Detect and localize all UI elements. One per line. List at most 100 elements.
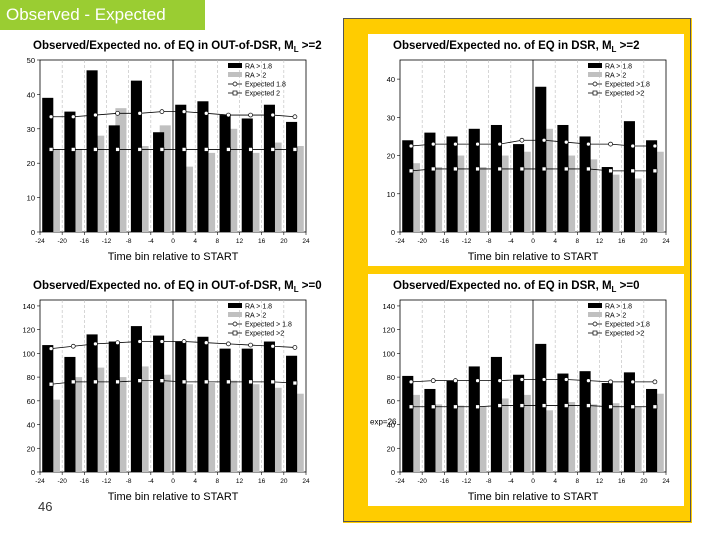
bar-ra-gt-2 bbox=[408, 163, 420, 232]
x-axis-label: Time bin relative to START bbox=[108, 491, 239, 503]
x-tick-label: -8 bbox=[126, 238, 132, 245]
x-tick-label: 16 bbox=[618, 478, 626, 485]
bar-ra-gt-2 bbox=[270, 142, 282, 232]
bar-ra-gt-1-8 bbox=[130, 326, 142, 472]
expected-2-point bbox=[586, 166, 591, 172]
expected-2-point bbox=[137, 147, 143, 152]
expected-1-8-point bbox=[181, 339, 187, 344]
bar-ra-gt-2 bbox=[564, 155, 576, 232]
bar-ra-gt-2 bbox=[226, 128, 238, 232]
x-tick-label: 8 bbox=[576, 238, 580, 245]
legend-label: Expected >1.8 bbox=[605, 82, 650, 89]
expected-1-8-point bbox=[497, 378, 503, 384]
y-tick-label: 10 bbox=[27, 194, 35, 203]
chart-annotation: exp=26 bbox=[370, 418, 397, 427]
x-tick-label: -12 bbox=[462, 478, 472, 485]
expected-1-8-point bbox=[586, 378, 591, 384]
x-tick-label: -16 bbox=[440, 238, 450, 245]
expected-2-point bbox=[497, 166, 503, 172]
expected-2-point bbox=[563, 166, 569, 172]
x-tick-label: -24 bbox=[395, 238, 405, 245]
expected-1-8-point bbox=[541, 137, 547, 143]
y-tick-label: 100 bbox=[22, 349, 35, 358]
bar-ra-gt-2 bbox=[541, 410, 553, 472]
expected-1-8-point bbox=[586, 141, 591, 147]
bar-ra-gt-1-8 bbox=[513, 144, 525, 232]
legend-label: RA > 2 bbox=[245, 73, 266, 80]
bar-ra-gt-2 bbox=[586, 159, 598, 232]
x-tick-label: 4 bbox=[193, 478, 197, 485]
legend-label: Expected 1.8 bbox=[245, 82, 286, 89]
bar-ra-gt-1-8 bbox=[646, 140, 658, 232]
chart-title-main: Observed/Expected no. of EQ in OUT-of-DS… bbox=[33, 280, 294, 292]
legend-swatch-black bbox=[588, 303, 602, 308]
legend-swatch-gray bbox=[588, 72, 602, 77]
bar-ra-gt-1-8 bbox=[219, 115, 231, 232]
expected-2-point bbox=[608, 168, 613, 174]
chart-title-tail: >=2 bbox=[616, 40, 639, 52]
expected-1-8-point bbox=[608, 379, 613, 385]
bar-ra-gt-2 bbox=[475, 406, 487, 472]
x-tick-label: -12 bbox=[102, 238, 112, 245]
x-tick-label: 0 bbox=[531, 478, 535, 485]
bar-ra-gt-2 bbox=[48, 399, 60, 472]
expected-2-point bbox=[519, 166, 525, 172]
bar-ra-gt-1-8 bbox=[175, 341, 187, 472]
bar-ra-gt-2 bbox=[292, 146, 304, 232]
chart-title-tail: >=0 bbox=[299, 280, 322, 292]
x-tick-label: 8 bbox=[576, 478, 580, 485]
bar-ra-gt-1-8 bbox=[263, 341, 275, 472]
legend-label: Expected >2 bbox=[605, 331, 644, 338]
expected-2-point bbox=[226, 147, 231, 152]
bar-ra-gt-1-8 bbox=[197, 336, 209, 472]
x-tick-label: -4 bbox=[508, 478, 514, 485]
expected-1-8-point bbox=[292, 114, 298, 120]
y-tick-label: 0 bbox=[31, 228, 35, 237]
x-tick-label: -20 bbox=[417, 478, 427, 485]
x-tick-label: 24 bbox=[662, 478, 670, 485]
y-tick-label: 40 bbox=[387, 421, 395, 430]
x-tick-label: -24 bbox=[395, 478, 405, 485]
legend-marker-square bbox=[232, 330, 238, 336]
expected-1-8-point bbox=[541, 377, 547, 382]
bar-ra-gt-1-8 bbox=[197, 101, 209, 232]
y-tick-label: 50 bbox=[27, 56, 35, 65]
expected-2-line bbox=[51, 380, 295, 385]
x-tick-label: -24 bbox=[35, 478, 45, 485]
chart-title-tail: >=0 bbox=[616, 280, 639, 292]
bar-ra-gt-2 bbox=[630, 406, 642, 472]
bar-ra-gt-1-8 bbox=[64, 356, 76, 472]
chart-title: Observed/Expected no. of EQ in DSR, ML >… bbox=[393, 40, 639, 54]
bar-ra-gt-1-8 bbox=[153, 335, 165, 472]
legend-label: Expected >2 bbox=[605, 91, 644, 98]
bar-ra-gt-2 bbox=[497, 155, 509, 232]
chart-title-main: Observed/Expected no. of EQ in DSR, M bbox=[393, 280, 612, 292]
bar-ra-gt-1-8 bbox=[535, 343, 547, 472]
expected-1-8-point bbox=[159, 339, 165, 344]
bar-ra-gt-2 bbox=[541, 128, 553, 232]
bar-ra-gt-1-8 bbox=[424, 132, 436, 232]
legend-label: RA > 1.8 bbox=[245, 64, 272, 71]
expected-2-point bbox=[115, 379, 120, 385]
bar-ra-gt-1-8 bbox=[490, 124, 502, 232]
bar-ra-gt-1-8 bbox=[108, 341, 120, 472]
slide-title: Observed - Expected bbox=[0, 0, 205, 30]
y-tick-label: 80 bbox=[27, 373, 35, 382]
bar-ra-gt-1-8 bbox=[579, 371, 591, 472]
expected-2-point bbox=[203, 147, 209, 152]
legend-marker-circle bbox=[592, 81, 598, 87]
bar-ra-gt-1-8 bbox=[64, 111, 76, 232]
legend-marker-square bbox=[592, 330, 598, 336]
expected-1-8-point bbox=[159, 109, 165, 114]
x-tick-label: -24 bbox=[35, 238, 45, 245]
x-tick-label: 16 bbox=[258, 478, 266, 485]
expected-1-8-point bbox=[630, 143, 636, 149]
expected-1-8-point bbox=[248, 112, 253, 118]
y-tick-label: 60 bbox=[27, 397, 35, 406]
bar-ra-gt-2 bbox=[475, 167, 487, 232]
expected-2-point bbox=[181, 147, 187, 152]
y-tick-label: 120 bbox=[22, 326, 35, 335]
bar-ra-gt-1-8 bbox=[468, 366, 480, 472]
bar-ra-gt-2 bbox=[93, 367, 105, 472]
x-tick-label: -20 bbox=[57, 238, 67, 245]
